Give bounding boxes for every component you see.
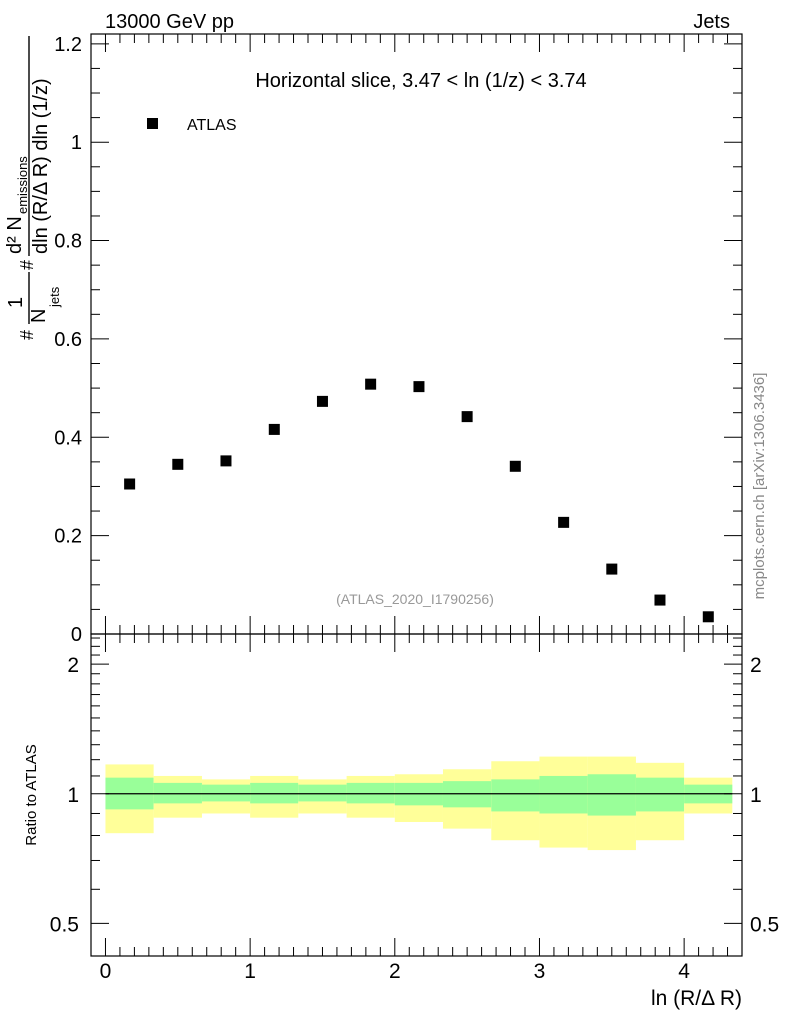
ratio-plot-panel: 0.5 0.5 1 1 2 2 0 1 2 3 4 <box>50 633 779 983</box>
x-tick-label: 1 <box>244 960 256 983</box>
data-point <box>558 516 570 528</box>
data-point <box>220 455 232 467</box>
inner-uncertainty-band <box>491 779 540 812</box>
analysis-watermark: (ATLAS_2020_I1790256) <box>336 591 494 607</box>
main-y-axis-label: # 1 N jets # d² N emissions dln (R/Δ R) … <box>4 36 62 340</box>
ratio-y-tick-label-right: 2 <box>750 654 762 677</box>
inner-uncertainty-band <box>250 782 299 804</box>
inner-uncertainty-band <box>539 775 588 814</box>
y-tick-label: 1.2 <box>54 34 82 56</box>
ylabel-frac-den-sub: jets <box>47 286 62 308</box>
data-point <box>461 411 473 423</box>
header-right-label: Jets <box>693 11 730 33</box>
x-tick-label: 3 <box>534 960 546 983</box>
ratio-y-axis-label: Ratio to ATLAS <box>23 744 40 845</box>
ratio-y-tick-label-left: 0.5 <box>50 913 79 936</box>
x-tick-label: 4 <box>678 960 690 983</box>
x-tick-label: 0 <box>100 960 112 983</box>
inner-uncertainty-band <box>201 784 251 802</box>
y-tick-label-zero: 0 <box>71 624 82 646</box>
legend-label: ATLAS <box>187 117 237 134</box>
ratio-plot-frame <box>90 633 743 957</box>
data-point <box>365 378 377 390</box>
ylabel-d2-num-sub: emissions <box>15 156 30 214</box>
inner-uncertainty-band <box>635 777 685 812</box>
header-left-label: 13000 GeV pp <box>105 11 234 33</box>
data-point <box>606 563 618 575</box>
data-point <box>172 458 184 470</box>
data-point <box>702 611 714 623</box>
data-point <box>316 395 328 407</box>
ylabel-d2-den: dln (R/Δ R) dln (1/z) <box>30 78 52 254</box>
y-tick-label: 0.2 <box>54 526 82 548</box>
data-point <box>413 381 425 393</box>
ratio-y-tick-label-right: 0.5 <box>750 913 779 936</box>
ylabel-prefix: # <box>17 330 37 340</box>
data-point <box>509 460 521 472</box>
y-tick-label: 0.4 <box>54 427 82 449</box>
legend-marker <box>147 118 158 129</box>
inner-uncertainty-band <box>587 774 636 816</box>
mcplots-side-label: mcplots.cern.ch [arXiv:1306.3436] <box>751 373 768 600</box>
ratio-y-tick-label-left: 2 <box>67 654 79 677</box>
uncertainty-bands <box>105 756 733 851</box>
y-tick-label: 0.6 <box>54 329 82 351</box>
data-point <box>268 423 280 435</box>
x-axis-label: ln (R/Δ R) <box>651 987 742 1010</box>
plot-title: Horizontal slice, 3.47 < ln (1/z) < 3.74 <box>255 70 586 92</box>
data-points <box>124 378 714 623</box>
ratio-y-tick-label-left: 1 <box>67 784 79 807</box>
ratio-y-tick-label-right: 1 <box>750 784 762 807</box>
data-point <box>654 594 666 606</box>
x-tick-label: 2 <box>389 960 401 983</box>
y-tick-label: 1 <box>71 132 82 154</box>
inner-uncertainty-band <box>298 784 347 802</box>
ylabel-d2-num: d² N <box>4 216 26 254</box>
ratio-axis-ticks: 0.5 0.5 1 1 2 2 0 1 2 3 4 <box>50 634 779 983</box>
inner-uncertainty-band <box>153 782 202 804</box>
ylabel-frac-den: N <box>28 309 50 323</box>
inner-uncertainty-band <box>346 782 395 804</box>
main-axis-ticks: 0.2 0.4 0.6 0.8 1 1.2 0 <box>54 34 742 646</box>
data-point <box>124 478 136 490</box>
ylabel-hash-2: # <box>17 260 37 270</box>
ylabel-frac-num: 1 <box>5 297 27 308</box>
main-plot-panel: Horizontal slice, 3.47 < ln (1/z) < 3.74… <box>54 33 743 646</box>
y-tick-label: 0.8 <box>54 231 82 253</box>
